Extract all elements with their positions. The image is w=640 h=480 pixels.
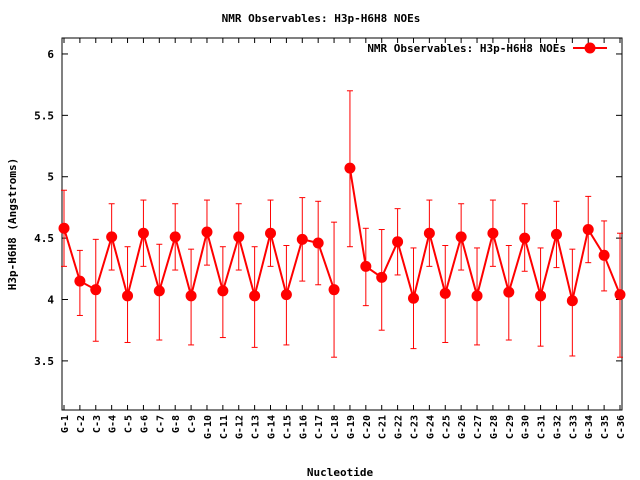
x-tick-label: C-23 (409, 415, 420, 439)
legend-label: NMR Observables: H3p-H6H8 NOEs (367, 42, 566, 55)
x-tick-label: G-6 (139, 415, 150, 433)
plot-frame (61, 37, 623, 411)
x-tick-label: C-17 (314, 415, 325, 439)
data-point (519, 232, 531, 244)
data-point (598, 249, 610, 261)
x-tick-label: C-27 (473, 415, 484, 439)
data-point (233, 231, 245, 243)
data-point (280, 289, 292, 301)
x-tick-label: C-9 (187, 415, 198, 433)
data-point (265, 227, 277, 239)
data-point (153, 285, 165, 297)
y-tick-label: 6 (47, 48, 54, 61)
data-point (360, 260, 372, 272)
x-tick-label: C-7 (155, 415, 166, 433)
x-tick-label: G-19 (346, 415, 357, 439)
data-point (74, 275, 86, 287)
data-point (328, 284, 340, 296)
y-tick-label: 4 (47, 294, 54, 307)
data-point (423, 227, 435, 239)
data-point (169, 231, 181, 243)
data-point (471, 290, 483, 302)
data-point (407, 292, 419, 304)
x-tick-label: G-24 (425, 415, 436, 439)
x-tick-label: G-14 (267, 415, 278, 439)
x-tick-label: C-15 (282, 415, 293, 439)
y-tick-label: 5.5 (34, 109, 54, 122)
data-point (550, 228, 562, 240)
data-point (344, 162, 356, 174)
x-tick-label: C-36 (616, 415, 627, 439)
data-point (90, 284, 102, 296)
series-line (348, 167, 621, 303)
x-tick-label: G-32 (552, 415, 563, 439)
data-point (582, 224, 594, 236)
x-tick-label: G-22 (394, 415, 405, 439)
y-tick-label: 3.5 (34, 355, 54, 368)
x-tick-label: G-16 (298, 415, 309, 439)
legend-marker (584, 42, 596, 54)
data-point (439, 287, 451, 299)
data-point (122, 290, 134, 302)
data-point (566, 295, 578, 307)
data-point (312, 237, 324, 249)
x-tick-label: G-8 (171, 415, 182, 433)
data-point (535, 290, 547, 302)
data-point (217, 285, 229, 297)
x-tick-label: C-18 (330, 415, 341, 439)
x-tick-label: C-21 (378, 415, 389, 439)
series-line (63, 228, 336, 300)
x-tick-label: C-3 (92, 415, 103, 433)
x-tick-label: G-28 (489, 415, 500, 439)
x-tick-label: C-29 (505, 415, 516, 439)
x-tick-label: G-10 (203, 415, 214, 439)
data-point (249, 290, 261, 302)
x-tick-label: C-2 (76, 415, 87, 433)
y-tick-label: 4.5 (34, 232, 54, 245)
data-point (58, 222, 70, 234)
legend: NMR Observables: H3p-H6H8 NOEs (367, 42, 607, 55)
data-point (185, 290, 197, 302)
data-point (376, 271, 388, 283)
data-point (503, 286, 515, 298)
x-tick-label: C-5 (124, 415, 135, 433)
x-axis-label: Nucleotide (307, 466, 374, 479)
series-group (58, 90, 626, 358)
chart-title: NMR Observables: H3p-H6H8 NOEs (222, 12, 421, 25)
x-tick-label: G-34 (584, 415, 595, 439)
y-tick-label: 5 (47, 171, 54, 184)
x-tick-label: C-35 (600, 415, 611, 439)
y-axis-label: H3p-H6H8 (Angstroms) (6, 158, 19, 290)
data-point (455, 231, 467, 243)
x-tick-label: G-26 (457, 415, 468, 439)
data-point (487, 227, 499, 239)
x-tick-label: G-12 (235, 415, 246, 439)
x-tick-label: G-1 (60, 415, 71, 433)
x-tick-label: G-4 (108, 415, 119, 433)
data-point (137, 227, 149, 239)
data-point (201, 226, 213, 238)
x-tick-label: C-31 (537, 415, 548, 439)
x-tick-label: C-11 (219, 415, 230, 439)
x-tick-label: G-30 (521, 415, 532, 439)
data-point (296, 233, 308, 245)
y-axis: 3.5 4 4.5 5 5.5 6 (34, 48, 622, 368)
x-tick-label: C-20 (362, 415, 373, 439)
x-axis: G-1 C-2 C-3 G-4 C-5 G-6 C-7 G-8 C-9 G-10 C-11 G-12 C… (60, 38, 627, 439)
x-tick-label: C-25 (441, 415, 452, 439)
data-point (106, 231, 118, 243)
x-tick-label: C-13 (251, 415, 262, 439)
x-tick-label: C-33 (568, 415, 579, 439)
data-point (392, 236, 404, 248)
data-point (614, 289, 626, 301)
